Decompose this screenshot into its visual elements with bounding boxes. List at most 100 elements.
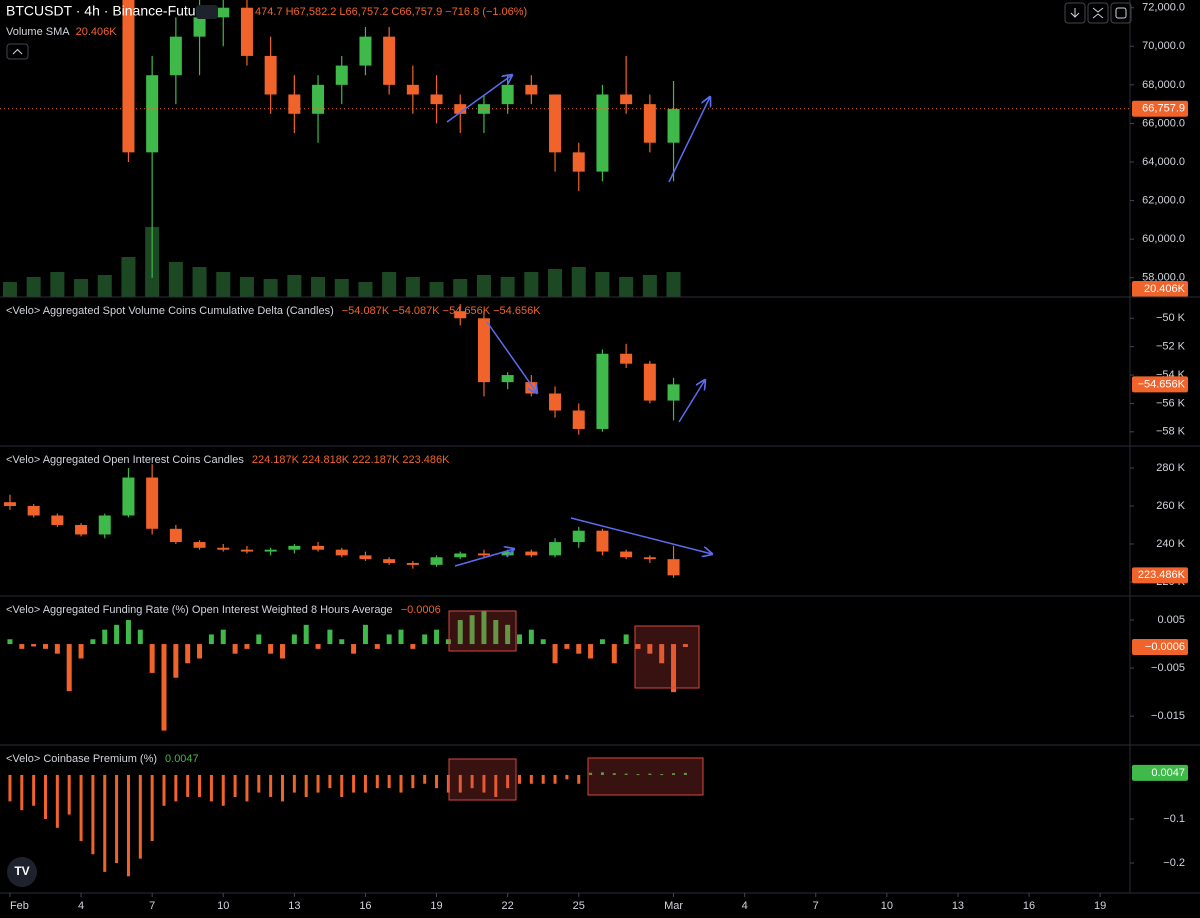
candle-body bbox=[359, 36, 372, 66]
histogram-bar bbox=[162, 774, 166, 806]
histogram-bar bbox=[506, 774, 510, 789]
arrow bbox=[446, 75, 512, 123]
volume-bar bbox=[500, 277, 515, 297]
candle-body bbox=[549, 94, 562, 153]
histogram-bar bbox=[174, 774, 178, 802]
maximize-button[interactable] bbox=[1110, 2, 1132, 24]
volume-bar bbox=[405, 277, 420, 297]
candle-body bbox=[335, 65, 348, 85]
candle-body bbox=[27, 506, 40, 516]
arrow bbox=[486, 321, 537, 393]
candle-body bbox=[620, 353, 633, 364]
y-tick-label: 68,000.0 bbox=[1142, 79, 1185, 91]
histogram-bar bbox=[328, 774, 332, 789]
arrow bbox=[668, 97, 710, 183]
candle-body bbox=[217, 7, 230, 18]
volume-bar bbox=[619, 277, 634, 297]
y-tick-label: −52 K bbox=[1156, 341, 1186, 353]
histogram-bar bbox=[446, 774, 450, 793]
histogram-bar bbox=[458, 774, 462, 793]
pane bbox=[2, 0, 681, 297]
histogram-bar bbox=[624, 773, 628, 775]
y-tick-label: 60,000.0 bbox=[1142, 233, 1185, 245]
x-tick-label: 4 bbox=[742, 900, 748, 912]
candle-body bbox=[288, 545, 301, 550]
histogram-bar bbox=[564, 644, 570, 649]
volume-bar bbox=[239, 277, 254, 297]
histogram-bar bbox=[671, 644, 677, 693]
histogram-bar bbox=[659, 644, 665, 664]
histogram-bar bbox=[374, 644, 380, 649]
last-value-badge bbox=[1132, 764, 1188, 781]
pane-title: <Velo> Aggregated Spot Volume Coins Cumu… bbox=[6, 305, 334, 317]
candle-body bbox=[596, 530, 609, 552]
y-tick-label: −58 K bbox=[1156, 426, 1186, 438]
volume-bar bbox=[453, 279, 468, 297]
x-tick-label: 13 bbox=[952, 900, 964, 912]
candle-body bbox=[430, 557, 443, 565]
candle-body bbox=[596, 353, 609, 429]
candle-body bbox=[359, 555, 372, 560]
histogram-bar bbox=[221, 774, 225, 806]
histogram-bar bbox=[494, 774, 498, 797]
x-tick-label: 13 bbox=[288, 900, 300, 912]
tradingview-logo[interactable] bbox=[7, 857, 37, 887]
histogram-bar bbox=[588, 644, 594, 659]
move-down-button[interactable] bbox=[1064, 2, 1086, 24]
volume-bar bbox=[2, 282, 17, 297]
volume-badge-label: 20.406K bbox=[1144, 283, 1186, 295]
candle-body bbox=[193, 17, 206, 37]
volume-bar bbox=[50, 272, 65, 297]
histogram-bar bbox=[245, 774, 249, 802]
histogram-bar bbox=[186, 774, 190, 797]
histogram-bar bbox=[20, 774, 24, 811]
collapse-pane-button[interactable] bbox=[1087, 2, 1109, 24]
toolbar: TV bbox=[6, 2, 1132, 887]
histogram-bar bbox=[434, 629, 440, 645]
histogram-bar bbox=[233, 774, 237, 797]
histogram-bar bbox=[482, 774, 486, 793]
pane-title: BTCUSDT · 4h · Binance-Futures bbox=[6, 3, 215, 19]
candle-body bbox=[383, 36, 396, 85]
highlight-box bbox=[448, 610, 517, 652]
candle-body bbox=[51, 515, 64, 525]
histogram-bar bbox=[422, 634, 428, 645]
candle-body bbox=[596, 94, 609, 172]
histogram-bar bbox=[54, 644, 60, 654]
histogram-bar bbox=[660, 774, 664, 776]
y-tick-label: 240 K bbox=[1156, 538, 1185, 550]
histogram-bar bbox=[611, 644, 617, 664]
y-tick-label: 280 K bbox=[1156, 462, 1185, 474]
candle-body bbox=[312, 545, 325, 550]
histogram-bar bbox=[635, 644, 641, 649]
volume-bar bbox=[216, 272, 231, 297]
histogram-bar bbox=[340, 774, 344, 797]
histogram-bar bbox=[125, 620, 131, 645]
candle-body bbox=[335, 549, 348, 556]
candle-body bbox=[217, 547, 230, 550]
histogram-bar bbox=[648, 773, 652, 775]
histogram-bar bbox=[423, 774, 427, 784]
volume-bar bbox=[666, 272, 681, 297]
more-button[interactable] bbox=[196, 5, 218, 19]
collapse-button[interactable] bbox=[6, 43, 29, 60]
x-tick-label: 4 bbox=[78, 900, 84, 912]
histogram-bar bbox=[161, 644, 167, 731]
y-tick-label: −50 K bbox=[1156, 312, 1186, 324]
y-tick-label: −0.1 bbox=[1163, 813, 1185, 825]
arrow bbox=[454, 549, 514, 567]
volume-bar bbox=[74, 279, 89, 297]
volume-bar bbox=[524, 272, 539, 297]
candle-body bbox=[501, 84, 514, 105]
arrow bbox=[678, 380, 705, 423]
candle-body bbox=[169, 36, 182, 76]
x-tick-label: 10 bbox=[881, 900, 893, 912]
candle-body bbox=[549, 393, 562, 411]
volume-bar bbox=[192, 267, 207, 297]
histogram-bar bbox=[599, 639, 605, 645]
last-value-label: −0.0006 bbox=[1145, 641, 1185, 653]
histogram-bar bbox=[386, 634, 392, 645]
volume-bar bbox=[287, 275, 302, 297]
candle-body bbox=[643, 104, 656, 143]
histogram-bar bbox=[469, 615, 475, 645]
